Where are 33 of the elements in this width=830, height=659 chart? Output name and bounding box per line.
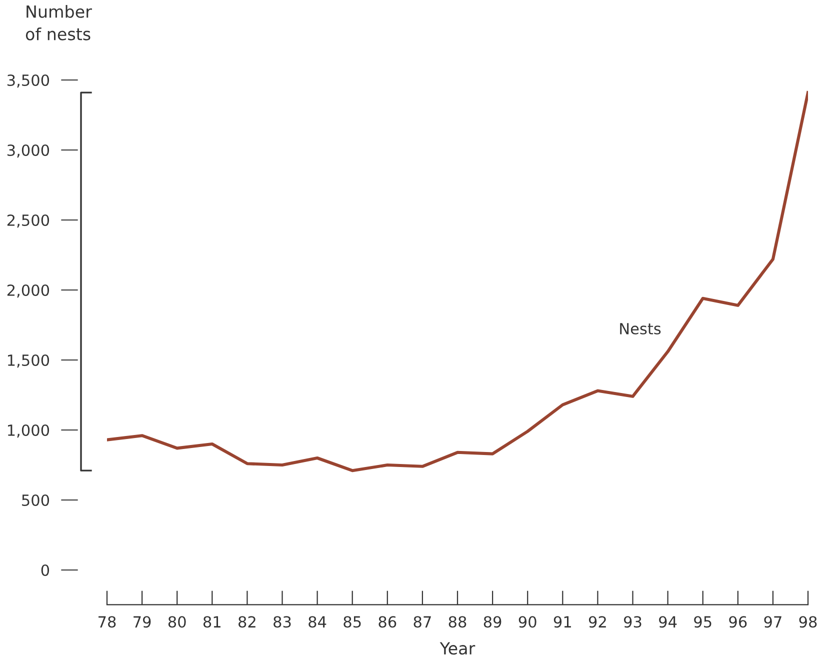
x-tick-label: 80 — [168, 616, 186, 628]
x-tick-label: 91 — [554, 616, 571, 628]
line-series — [107, 91, 808, 472]
x-tick-label: 92 — [588, 616, 606, 628]
y-tick-label: 500 — [22, 494, 50, 506]
x-tick-label: 88 — [448, 616, 466, 628]
y-axis-title: Number of nests — [26, 5, 92, 40]
x-tick-label: 95 — [694, 616, 712, 628]
x-tick-label: 83 — [274, 616, 291, 628]
y-tick-label: 2,500 — [7, 214, 50, 228]
x-tick-label: 94 — [659, 616, 677, 628]
x-tick-label: 96 — [729, 616, 747, 628]
x-tick-label: 81 — [203, 616, 220, 628]
x-tick-label: 79 — [134, 616, 151, 628]
y-tick-label: 0 — [41, 564, 50, 576]
y-tick-label: 3,500 — [7, 74, 50, 88]
x-tick-label: 98 — [799, 616, 817, 628]
x-tick-label: 85 — [344, 616, 361, 628]
x-tick-label: 86 — [378, 616, 396, 628]
x-tick-label: 87 — [414, 616, 431, 628]
y-tick-label: 1,500 — [8, 354, 50, 368]
x-tick-label: 90 — [518, 616, 536, 628]
x-axis-title: Year — [440, 642, 476, 655]
x-tick-label: 82 — [238, 616, 256, 628]
y-tick-label: 3,000 — [7, 144, 50, 158]
y-tick-label: 1,000 — [8, 424, 50, 438]
x-tick-label: 93 — [624, 616, 642, 628]
annotation: Nests — [620, 323, 661, 334]
x-tick-label: 78 — [98, 616, 116, 628]
x-tick-label: 84 — [308, 616, 326, 628]
x-tick-label: 89 — [484, 616, 502, 628]
x-tick-label: 97 — [764, 616, 782, 628]
y-tick-label: 2,000 — [7, 284, 50, 298]
